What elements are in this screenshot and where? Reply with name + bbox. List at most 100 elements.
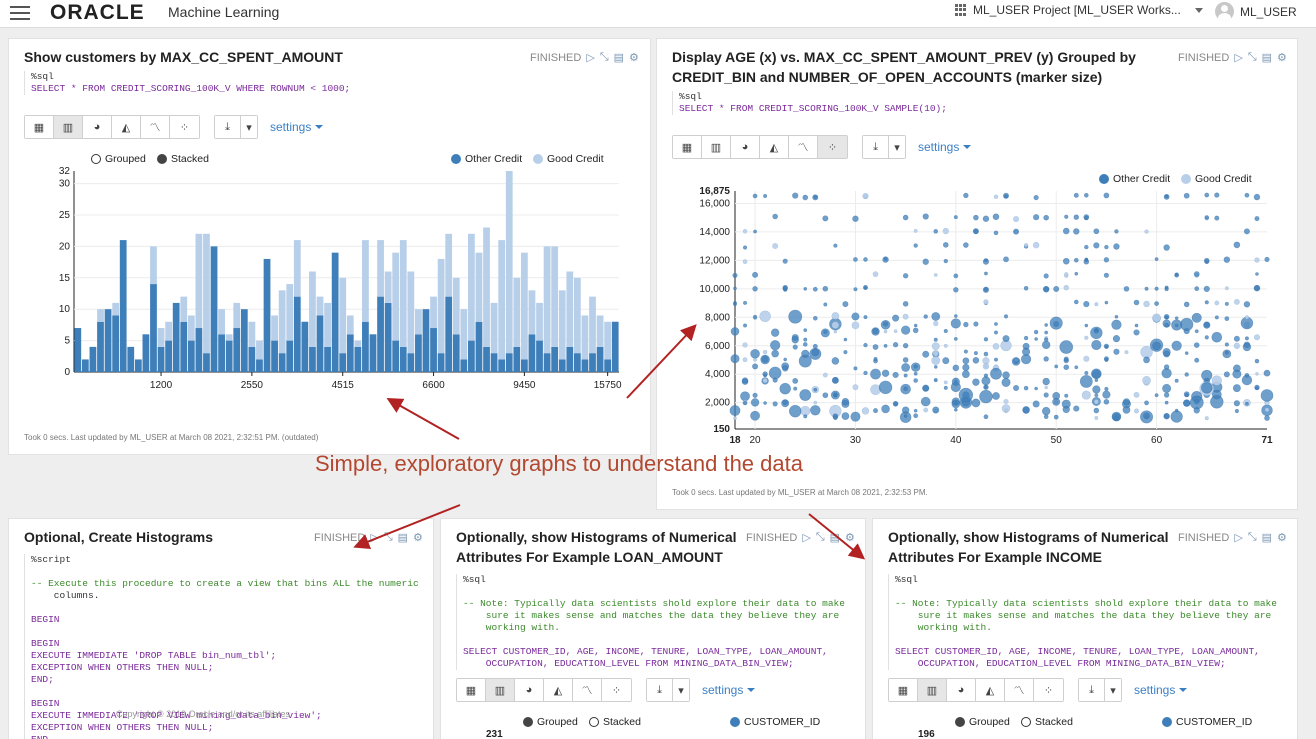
legend-grouped[interactable]: Grouped [955,716,1010,728]
gear-icon[interactable]: ⚙ [845,532,855,544]
bar-good-credit [286,284,294,341]
legend-stacked[interactable]: Stacked [589,716,641,728]
area-chart-icon[interactable]: ◭ [544,679,573,701]
bar-other-credit [543,353,551,372]
point-other-credit [833,243,838,248]
download-menu-caret[interactable]: ▾ [1105,679,1121,701]
legend-grouped[interactable]: Grouped [523,716,578,728]
download-icon[interactable]: ⤓ [1079,679,1105,701]
book-icon[interactable]: ▤ [1261,532,1273,544]
run-icon[interactable]: ▷ [802,532,811,544]
legend-other-credit[interactable]: Other Credit [1099,173,1170,185]
bar-other-credit [407,353,415,372]
bar-other-credit [589,353,596,372]
bar-chart-icon[interactable]: ▥ [486,679,515,701]
book-icon[interactable]: ▤ [397,532,409,544]
scatter-chart-icon[interactable]: ⁘ [170,116,199,138]
scatter-chart-icon[interactable]: ⁘ [602,679,631,701]
bar-good-credit [324,302,331,347]
area-chart-icon[interactable]: ◭ [112,116,141,138]
book-icon[interactable]: ▤ [1261,52,1273,64]
pie-chart-icon[interactable]: ◕ [515,679,544,701]
settings-dropdown[interactable]: settings [1134,683,1188,697]
download-menu-caret[interactable]: ▾ [889,136,905,158]
run-icon[interactable]: ▷ [586,52,595,64]
point-other-credit [822,285,829,292]
bar-chart-icon[interactable]: ▥ [702,136,731,158]
collapse-icon[interactable]: ⤡ [599,51,609,63]
gear-icon[interactable]: ⚙ [629,52,639,64]
scatter-chart-icon[interactable]: ⁘ [818,136,847,158]
point-other-credit [902,301,909,307]
line-chart-icon[interactable]: 〽 [141,116,170,138]
download-icon[interactable]: ⤓ [863,136,889,158]
code-editor[interactable]: %script -- Execute this procedure to cre… [24,554,419,739]
area-chart-icon[interactable]: ◭ [976,679,1005,701]
table-view-icon[interactable]: ▦ [889,679,918,701]
table-view-icon[interactable]: ▦ [457,679,486,701]
status-label: FINISHED [1178,531,1230,544]
user-menu[interactable]: ML_USER [1215,2,1297,21]
run-icon[interactable]: ▷ [1234,52,1243,64]
legend-other-credit[interactable]: Other Credit [451,153,522,165]
download-menu-caret[interactable]: ▾ [673,679,689,701]
scatter-chart-icon[interactable]: ⁘ [1034,679,1063,701]
bar-chart-icon[interactable]: ▥ [54,116,83,138]
point-good-credit [762,349,768,355]
point-other-credit [851,312,860,321]
status-label: FINISHED [746,531,798,544]
download-icon[interactable]: ⤓ [647,679,673,701]
book-icon[interactable]: ▤ [829,532,841,544]
collapse-icon[interactable]: ⤡ [1247,51,1257,63]
point-good-credit [1133,408,1140,414]
collapse-icon[interactable]: ⤡ [383,531,393,543]
download-icon[interactable]: ⤓ [215,116,241,138]
point-other-credit [803,328,808,333]
legend-grouped[interactable]: Grouped [91,153,146,165]
table-view-icon[interactable]: ▦ [25,116,54,138]
point-other-credit [1003,314,1009,319]
settings-dropdown[interactable]: settings [702,683,756,697]
table-view-icon[interactable]: ▦ [673,136,702,158]
book-icon[interactable]: ▤ [613,52,625,64]
hamburger-menu-icon[interactable] [10,6,30,20]
code-editor[interactable]: %sql SELECT * FROM CREDIT_SCORING_100K_V… [24,71,350,95]
legend-stacked[interactable]: Stacked [1021,716,1073,728]
gear-icon[interactable]: ⚙ [1277,532,1287,544]
point-other-credit [1041,406,1051,416]
settings-dropdown[interactable]: settings [918,140,972,154]
download-menu-caret[interactable]: ▾ [241,116,257,138]
pie-chart-icon[interactable]: ◕ [83,116,112,138]
legend-good-credit[interactable]: Good Credit [533,153,604,165]
project-selector[interactable]: ML_USER Project [ML_USER Works... [955,3,1203,17]
bar-other-credit [142,334,150,372]
line-chart-icon[interactable]: 〽 [573,679,602,701]
point-other-credit [1193,407,1200,414]
pie-chart-icon[interactable]: ◕ [731,136,760,158]
collapse-icon[interactable]: ⤡ [815,531,825,543]
run-icon[interactable]: ▷ [370,532,379,544]
bar-good-credit [558,290,566,360]
legend-stacked[interactable]: Stacked [157,153,209,165]
code-editor[interactable]: %sql -- Note: Typically data scientists … [456,574,845,670]
collapse-icon[interactable]: ⤡ [1247,531,1257,543]
settings-dropdown[interactable]: settings [270,120,324,134]
line-chart-icon[interactable]: 〽 [1005,679,1034,701]
run-icon[interactable]: ▷ [1234,532,1243,544]
point-good-credit [851,321,860,330]
gear-icon[interactable]: ⚙ [413,532,423,544]
pie-chart-icon[interactable]: ◕ [947,679,976,701]
code-editor[interactable]: %sql SELECT * FROM CREDIT_SCORING_100K_V… [672,91,947,115]
legend-good-credit[interactable]: Good Credit [1181,173,1252,185]
point-other-credit [1113,243,1120,250]
legend-customer-id[interactable]: CUSTOMER_ID [730,716,820,728]
bar-good-credit [271,315,278,341]
point-other-credit [913,364,918,369]
line-chart-icon[interactable]: 〽 [789,136,818,158]
code-editor[interactable]: %sql -- Note: Typically data scientists … [888,574,1277,670]
gear-icon[interactable]: ⚙ [1277,52,1287,64]
area-chart-icon[interactable]: ◭ [760,136,789,158]
legend-customer-id[interactable]: CUSTOMER_ID [1162,716,1252,728]
bar-chart-icon[interactable]: ▥ [918,679,947,701]
point-other-credit [892,314,900,322]
